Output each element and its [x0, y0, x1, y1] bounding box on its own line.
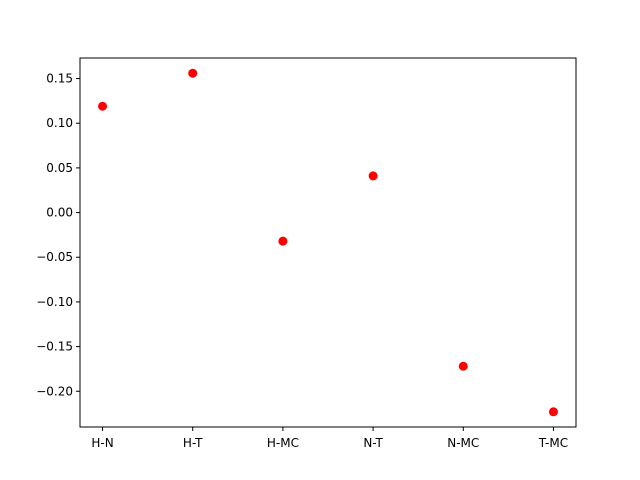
- y-tick-label: −0.15: [36, 340, 73, 354]
- data-point-h-mc: [278, 236, 288, 246]
- x-tick-label: H-MC: [267, 436, 299, 450]
- y-tick-label: −0.05: [36, 250, 73, 264]
- plot-frame: [79, 57, 577, 428]
- x-tick-label: N-MC: [447, 436, 479, 450]
- ticks-layer: 0.15 0.10 0.05 0.00 −0.05 −0.10 −0.15 −0.20 H-N H…: [36, 72, 568, 450]
- points-layer: [98, 68, 558, 417]
- data-point-t-mc: [548, 407, 558, 417]
- x-tick-label: N-T: [363, 436, 383, 450]
- y-tick-label: −0.20: [36, 384, 73, 398]
- data-point-h-t: [188, 68, 198, 78]
- y-tick-label: 0.10: [46, 116, 73, 130]
- y-tick-label: 0.05: [46, 161, 73, 175]
- data-point-h-n: [98, 101, 108, 111]
- x-tick-label: T-MC: [538, 436, 568, 450]
- x-tick-label: H-N: [91, 436, 113, 450]
- y-tick-label: 0.00: [46, 206, 73, 220]
- y-tick-label: −0.10: [36, 295, 73, 309]
- data-point-n-mc: [458, 361, 468, 371]
- x-tick-label: H-T: [183, 436, 203, 450]
- y-tick-label: 0.15: [46, 72, 73, 86]
- data-point-n-t: [368, 171, 378, 181]
